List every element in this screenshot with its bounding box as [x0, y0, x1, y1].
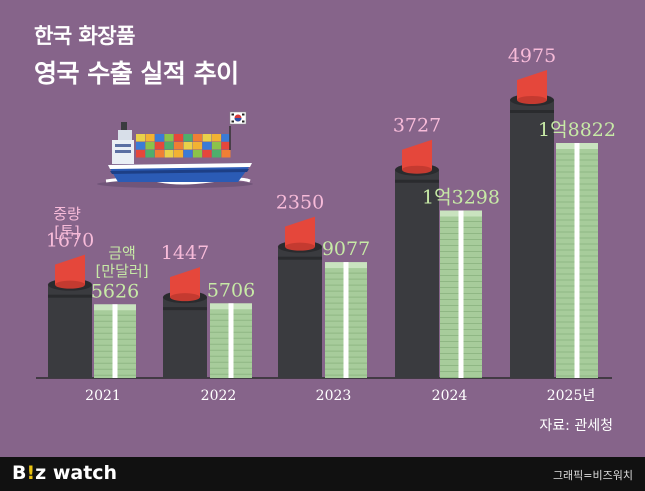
x-tick-label: 2022: [201, 388, 237, 404]
lipstick-tip-base: [55, 280, 85, 289]
lipstick-tip-base: [402, 165, 432, 174]
weight-bar-ring: [163, 307, 207, 311]
lipstick-tip: [402, 139, 432, 170]
lipstick-tip: [170, 267, 200, 298]
weight-bar: [278, 246, 322, 378]
lipstick-tip-base: [285, 242, 315, 251]
footer-bar: B!z watch 그래픽=비즈워치: [0, 457, 645, 491]
amount-bar-band: [574, 143, 580, 378]
lipstick-tip-base: [170, 293, 200, 302]
title-line-2: 영국 수출 실적 추이: [34, 59, 239, 88]
weight-bar: [48, 284, 92, 378]
amount-bar-band: [343, 262, 349, 378]
weight-data-label: 1447: [161, 242, 209, 264]
x-tick-label: 2023: [316, 388, 352, 404]
x-tick-label: 2025년: [547, 388, 596, 404]
amount-bar-band: [458, 210, 464, 378]
amount-data-label: 1억8822: [538, 119, 616, 141]
source-note: 자료: 관세청: [539, 418, 613, 434]
x-tick-label: 2024: [432, 388, 468, 404]
title-line-1: 한국 화장품: [34, 24, 135, 48]
amount-data-label: 9077: [322, 238, 370, 260]
weight-bar-ring: [395, 179, 439, 183]
lipstick-tip: [55, 254, 85, 285]
lipstick-tip-base: [517, 96, 547, 104]
amount-bar-band: [112, 304, 118, 378]
weight-bar-ring: [510, 110, 554, 113]
weight-bar: [510, 100, 554, 378]
weight-bar-ring: [278, 256, 322, 260]
lipstick-tip: [517, 70, 547, 100]
lipstick-tip: [285, 216, 315, 247]
weight-bar: [395, 169, 439, 378]
graphic-credit: 그래픽=비즈워치: [552, 469, 633, 482]
amount-data-label: 5706: [207, 279, 255, 301]
weight-bar-ring: [48, 294, 92, 298]
x-tick-label: 2021: [85, 388, 121, 404]
weight-data-label: 1670: [46, 230, 94, 252]
weight-data-label: 3727: [393, 115, 441, 137]
amount-data-label: 1억3298: [422, 187, 500, 209]
bizwatch-logo: B!z watch: [12, 462, 118, 484]
amount-unit-label: 금액 [만달러]: [95, 244, 149, 280]
korea-flag-icon: [229, 111, 247, 125]
weight-bar: [163, 297, 207, 378]
weight-data-label: 2350: [276, 192, 324, 214]
amount-data-label: 5626: [91, 280, 139, 302]
weight-unit-label: 중량 [톤]: [53, 205, 81, 241]
cargo-ship-icon: [97, 122, 253, 188]
amount-bar-band: [228, 303, 234, 378]
weight-data-label: 4975: [508, 45, 556, 67]
